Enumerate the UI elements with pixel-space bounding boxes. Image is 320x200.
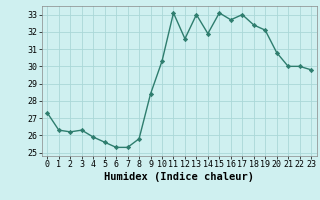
X-axis label: Humidex (Indice chaleur): Humidex (Indice chaleur) [104,172,254,182]
